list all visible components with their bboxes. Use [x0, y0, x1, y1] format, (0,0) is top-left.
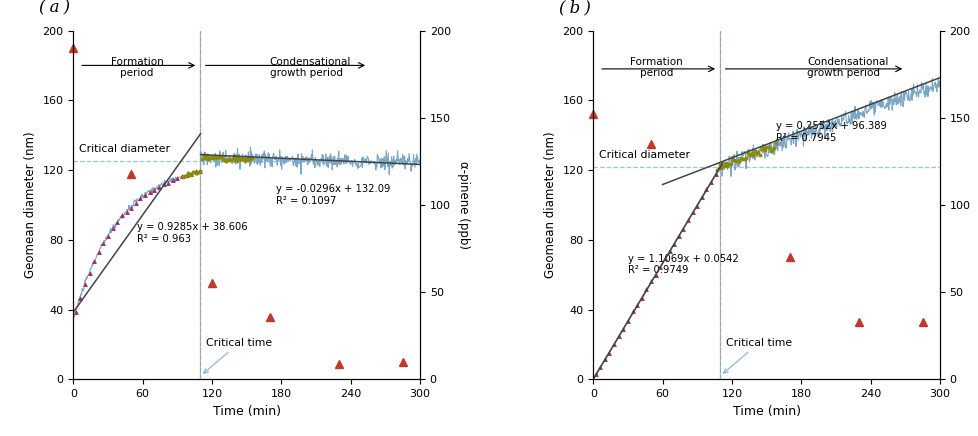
Text: ( b ): ( b )	[558, 0, 590, 17]
Text: Condensational
growth period: Condensational growth period	[806, 57, 887, 78]
Y-axis label: Geomean diameter (nm): Geomean diameter (nm)	[544, 132, 556, 278]
Y-axis label: Geomean diameter (nm): Geomean diameter (nm)	[24, 132, 37, 278]
Y-axis label: α-pinene (ppb): α-pinene (ppb)	[457, 161, 469, 249]
Text: Critical time: Critical time	[203, 338, 272, 373]
Text: y = 0.2552x + 96.389
R² = 0.7945: y = 0.2552x + 96.389 R² = 0.7945	[775, 121, 886, 143]
Text: y = -0.0296x + 132.09
R² = 0.1097: y = -0.0296x + 132.09 R² = 0.1097	[276, 184, 389, 206]
Text: Critical time: Critical time	[723, 338, 791, 373]
Y-axis label: α-pinene (ppb): α-pinene (ppb)	[976, 161, 978, 249]
Text: Formation
period: Formation period	[111, 57, 163, 78]
Text: Formation
period: Formation period	[630, 57, 683, 78]
X-axis label: Time (min): Time (min)	[732, 405, 800, 418]
Text: Condensational
growth period: Condensational growth period	[270, 57, 351, 78]
Text: Critical diameter: Critical diameter	[79, 144, 170, 154]
Text: Critical diameter: Critical diameter	[599, 150, 689, 160]
X-axis label: Time (min): Time (min)	[212, 405, 281, 418]
Text: y = 0.9285x + 38.606
R² = 0.963: y = 0.9285x + 38.606 R² = 0.963	[137, 222, 247, 244]
Text: ( a ): ( a )	[39, 0, 69, 17]
Text: y = 1.1069x + 0.0542
R² = 0.9749: y = 1.1069x + 0.0542 R² = 0.9749	[627, 254, 738, 276]
